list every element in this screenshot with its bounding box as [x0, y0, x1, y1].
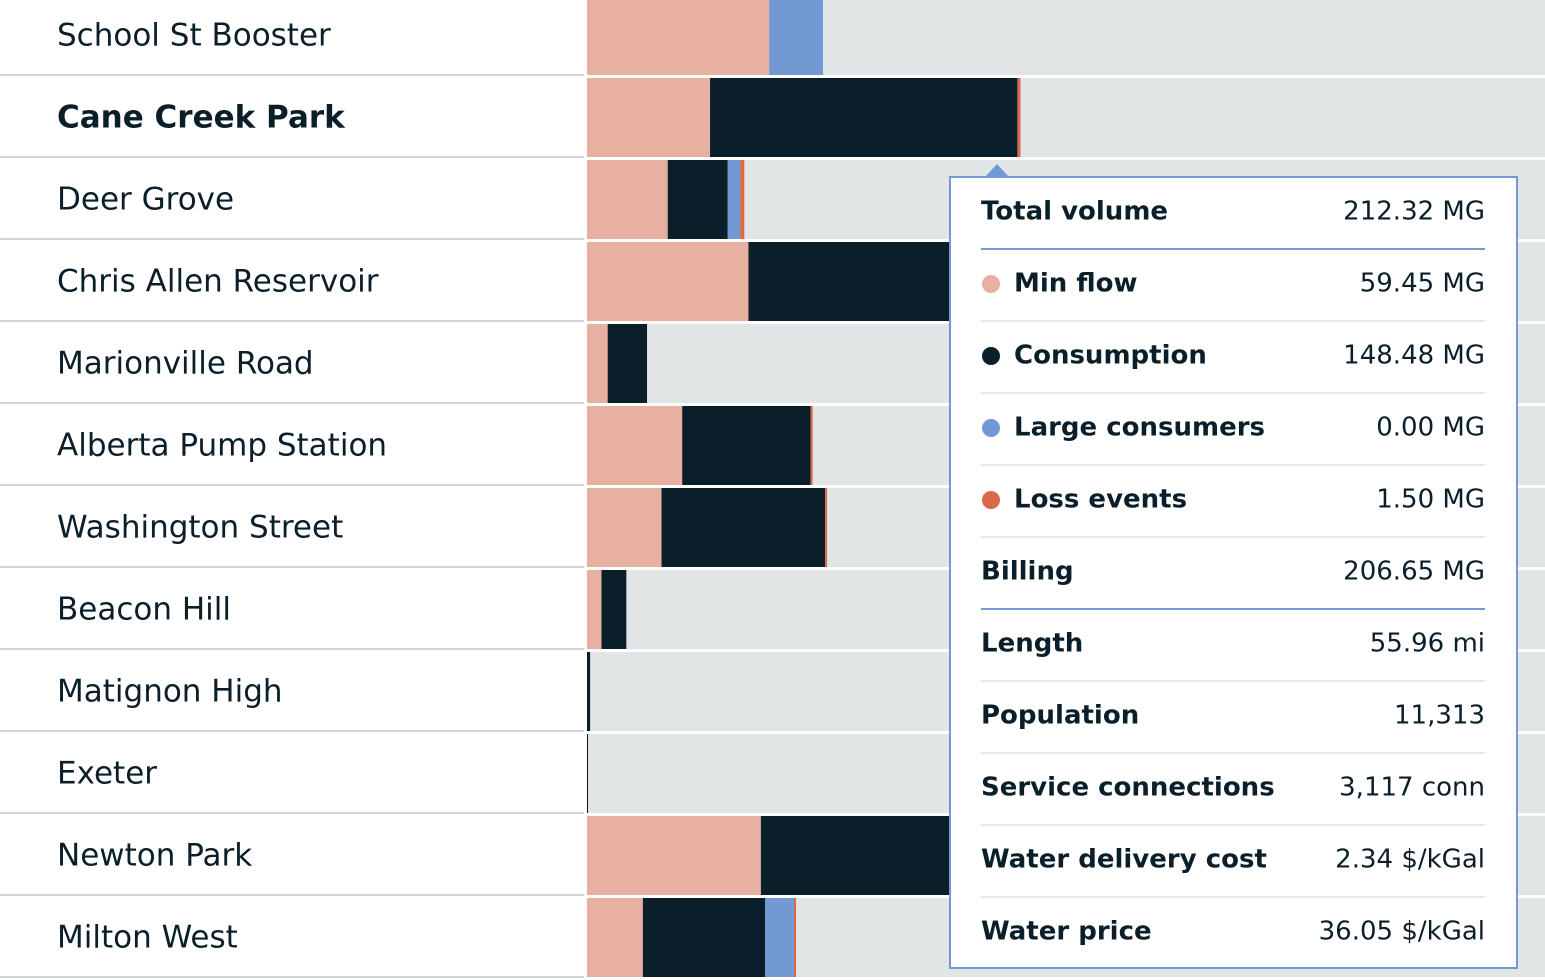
bar-segment[interactable] [587, 488, 662, 567]
bar-segment[interactable] [587, 242, 749, 321]
tooltip-value: 36.05 $/kGal [1319, 917, 1485, 947]
tooltip-value: 55.96 mi [1370, 629, 1485, 659]
tooltip-value: 206.65 MG [1343, 557, 1485, 587]
bar-segment[interactable] [1017, 78, 1021, 157]
tooltip-label: Consumption [1014, 341, 1207, 371]
tooltip-label: Water price [981, 917, 1152, 947]
row-label[interactable]: Cane Creek Park [57, 100, 346, 136]
row-label[interactable]: School St Booster [57, 18, 331, 54]
bar-segment[interactable] [587, 734, 589, 813]
tooltip-value: 11,313 [1394, 701, 1485, 731]
tooltip-value: 1.50 MG [1376, 485, 1485, 515]
tooltip-label: Large consumers [1014, 413, 1265, 443]
bar-segment[interactable] [601, 570, 627, 649]
row-label[interactable]: Marionville Road [57, 346, 314, 382]
tooltip-label: Service connections [981, 773, 1275, 803]
bar-segment[interactable] [587, 570, 602, 649]
bar-segment[interactable] [727, 160, 741, 239]
bar-segment[interactable] [587, 406, 683, 485]
bar-segment[interactable] [661, 488, 826, 567]
tooltip-value: 2.34 $/kGal [1335, 845, 1485, 875]
bar-segment[interactable] [587, 652, 591, 731]
tooltip-arrow [984, 164, 1010, 178]
bar-segment[interactable] [587, 160, 668, 239]
row-label[interactable]: Milton West [57, 920, 238, 956]
tooltip-label: Billing [981, 557, 1074, 587]
bar-segment[interactable] [607, 324, 648, 403]
bar-segment[interactable] [587, 898, 643, 977]
bar-segment[interactable] [794, 898, 797, 977]
legend-dot [982, 347, 1000, 365]
row-label[interactable]: Beacon Hill [57, 592, 231, 628]
tooltip-label: Length [981, 629, 1083, 659]
tooltip-value: 148.48 MG [1343, 341, 1485, 371]
row-label[interactable]: Washington Street [57, 510, 343, 546]
row-label[interactable]: Chris Allen Reservoir [57, 264, 379, 300]
legend-dot [982, 275, 1000, 293]
tooltip-label: Loss events [1014, 485, 1187, 515]
bar-segment[interactable] [740, 160, 745, 239]
tooltip-value: 212.32 MG [1343, 197, 1485, 227]
row-label[interactable]: Matignon High [57, 674, 283, 710]
bar-segment[interactable] [710, 78, 1018, 157]
tooltip-label: Total volume [981, 197, 1168, 227]
bar-segment[interactable] [587, 0, 770, 75]
row-label[interactable]: Alberta Pump Station [57, 428, 387, 464]
bar-segment[interactable] [682, 406, 811, 485]
tooltip-label: Min flow [1014, 269, 1138, 299]
tooltip-label: Population [981, 701, 1139, 731]
row-label[interactable]: Deer Grove [57, 182, 234, 218]
legend-dot [982, 419, 1000, 437]
tooltip [949, 176, 1518, 969]
bar-segment[interactable] [642, 898, 766, 977]
tooltip-value: 59.45 MG [1360, 269, 1485, 299]
bar-segment[interactable] [587, 816, 761, 895]
row-label[interactable]: Newton Park [57, 838, 252, 874]
bar-segment[interactable] [667, 160, 728, 239]
bar-segment[interactable] [587, 78, 711, 157]
bar-segment[interactable] [825, 488, 828, 567]
bar-segment[interactable] [765, 898, 794, 977]
tooltip-value: 3,117 conn [1339, 773, 1485, 803]
tooltip-value: 0.00 MG [1376, 413, 1485, 443]
legend-dot [982, 491, 1000, 509]
row-label[interactable]: Exeter [57, 756, 157, 792]
tooltip-label: Water delivery cost [981, 845, 1267, 875]
bar-segment[interactable] [769, 0, 823, 75]
bar-segment[interactable] [587, 324, 608, 403]
bar-segment[interactable] [810, 406, 813, 485]
